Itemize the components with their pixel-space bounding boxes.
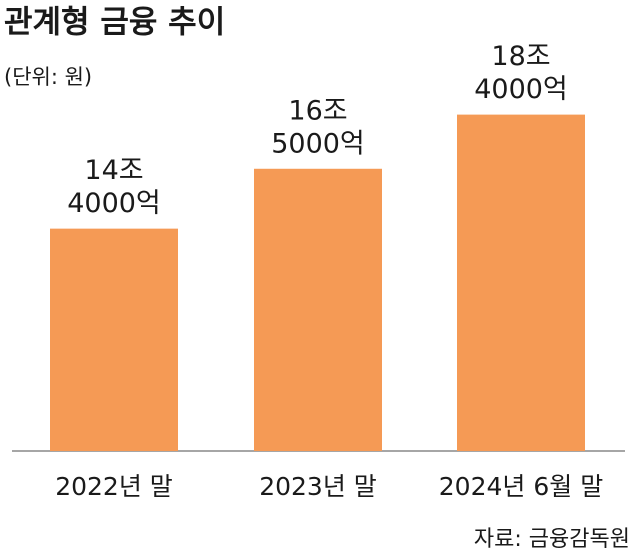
value-label: 14조 — [84, 155, 143, 186]
value-label: 5000억 — [271, 128, 365, 159]
value-label: 18조 — [491, 41, 550, 72]
chart-title: 관계형 금융 추이 — [4, 5, 225, 41]
x-tick-label: 2023년 말 — [259, 472, 377, 501]
value-label: 4000억 — [67, 188, 161, 219]
value-label: 16조 — [288, 95, 347, 126]
chart-subtitle: (단위: 원) — [4, 65, 92, 89]
bar — [50, 228, 178, 451]
bar — [254, 168, 382, 451]
x-tick-label: 2024년 6월 말 — [439, 472, 603, 501]
source: 자료: 금융감독원 — [474, 527, 630, 552]
value-label: 4000억 — [474, 74, 568, 105]
bar — [457, 114, 585, 451]
x-tick-label: 2022년 말 — [55, 472, 173, 501]
